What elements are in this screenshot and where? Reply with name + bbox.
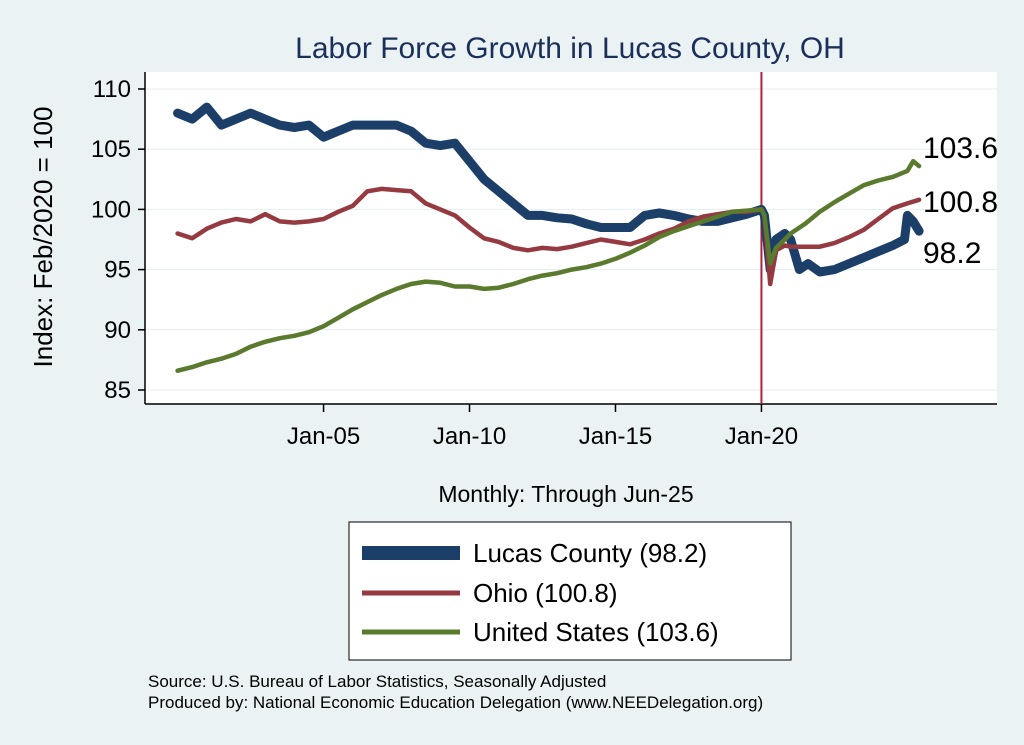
end-label-ohio: 100.8 bbox=[923, 186, 998, 219]
series-line-united-states bbox=[175, 158, 922, 373]
y-tick-label: 100 bbox=[91, 196, 131, 223]
producer-note: Produced by: National Economic Education… bbox=[148, 693, 763, 712]
x-axis-label: Monthly: Through Jun-25 bbox=[438, 481, 693, 507]
legend-label-ohio: Ohio (100.8) bbox=[473, 578, 618, 608]
x-tick-label: Jan-20 bbox=[725, 423, 798, 450]
y-tick-label: 110 bbox=[93, 76, 131, 103]
source-note: Source: U.S. Bureau of Labor Statistics,… bbox=[148, 672, 606, 691]
y-tick-label: 90 bbox=[104, 317, 131, 344]
series-line-ohio bbox=[175, 186, 922, 287]
y-tick-label: 95 bbox=[104, 257, 131, 284]
end-label-united-states: 103.6 bbox=[923, 132, 998, 165]
series-line-lucas-county bbox=[173, 102, 924, 277]
legend: Lucas County (98.2) Ohio (100.8) United … bbox=[348, 521, 792, 661]
x-tick-label: Jan-05 bbox=[287, 423, 360, 450]
series-lines bbox=[173, 102, 924, 373]
y-axis-label: Index: Feb/2020 = 100 bbox=[28, 107, 58, 368]
legend-label-lucas-county: Lucas County (98.2) bbox=[473, 538, 707, 568]
end-label-lucas-county: 98.2 bbox=[923, 237, 981, 270]
x-tick-label: Jan-10 bbox=[433, 423, 506, 450]
x-axis-ticks: Jan-05 Jan-10 Jan-15 Jan-20 bbox=[287, 404, 798, 450]
y-axis-ticks: 85 90 95 100 105 110 bbox=[91, 76, 145, 404]
legend-label-united-states: United States (103.6) bbox=[473, 617, 719, 647]
y-tick-label: 85 bbox=[104, 377, 131, 404]
x-tick-label: Jan-15 bbox=[579, 423, 652, 450]
y-tick-label: 105 bbox=[91, 136, 131, 163]
chart-title: Labor Force Growth in Lucas County, OH bbox=[295, 32, 845, 65]
